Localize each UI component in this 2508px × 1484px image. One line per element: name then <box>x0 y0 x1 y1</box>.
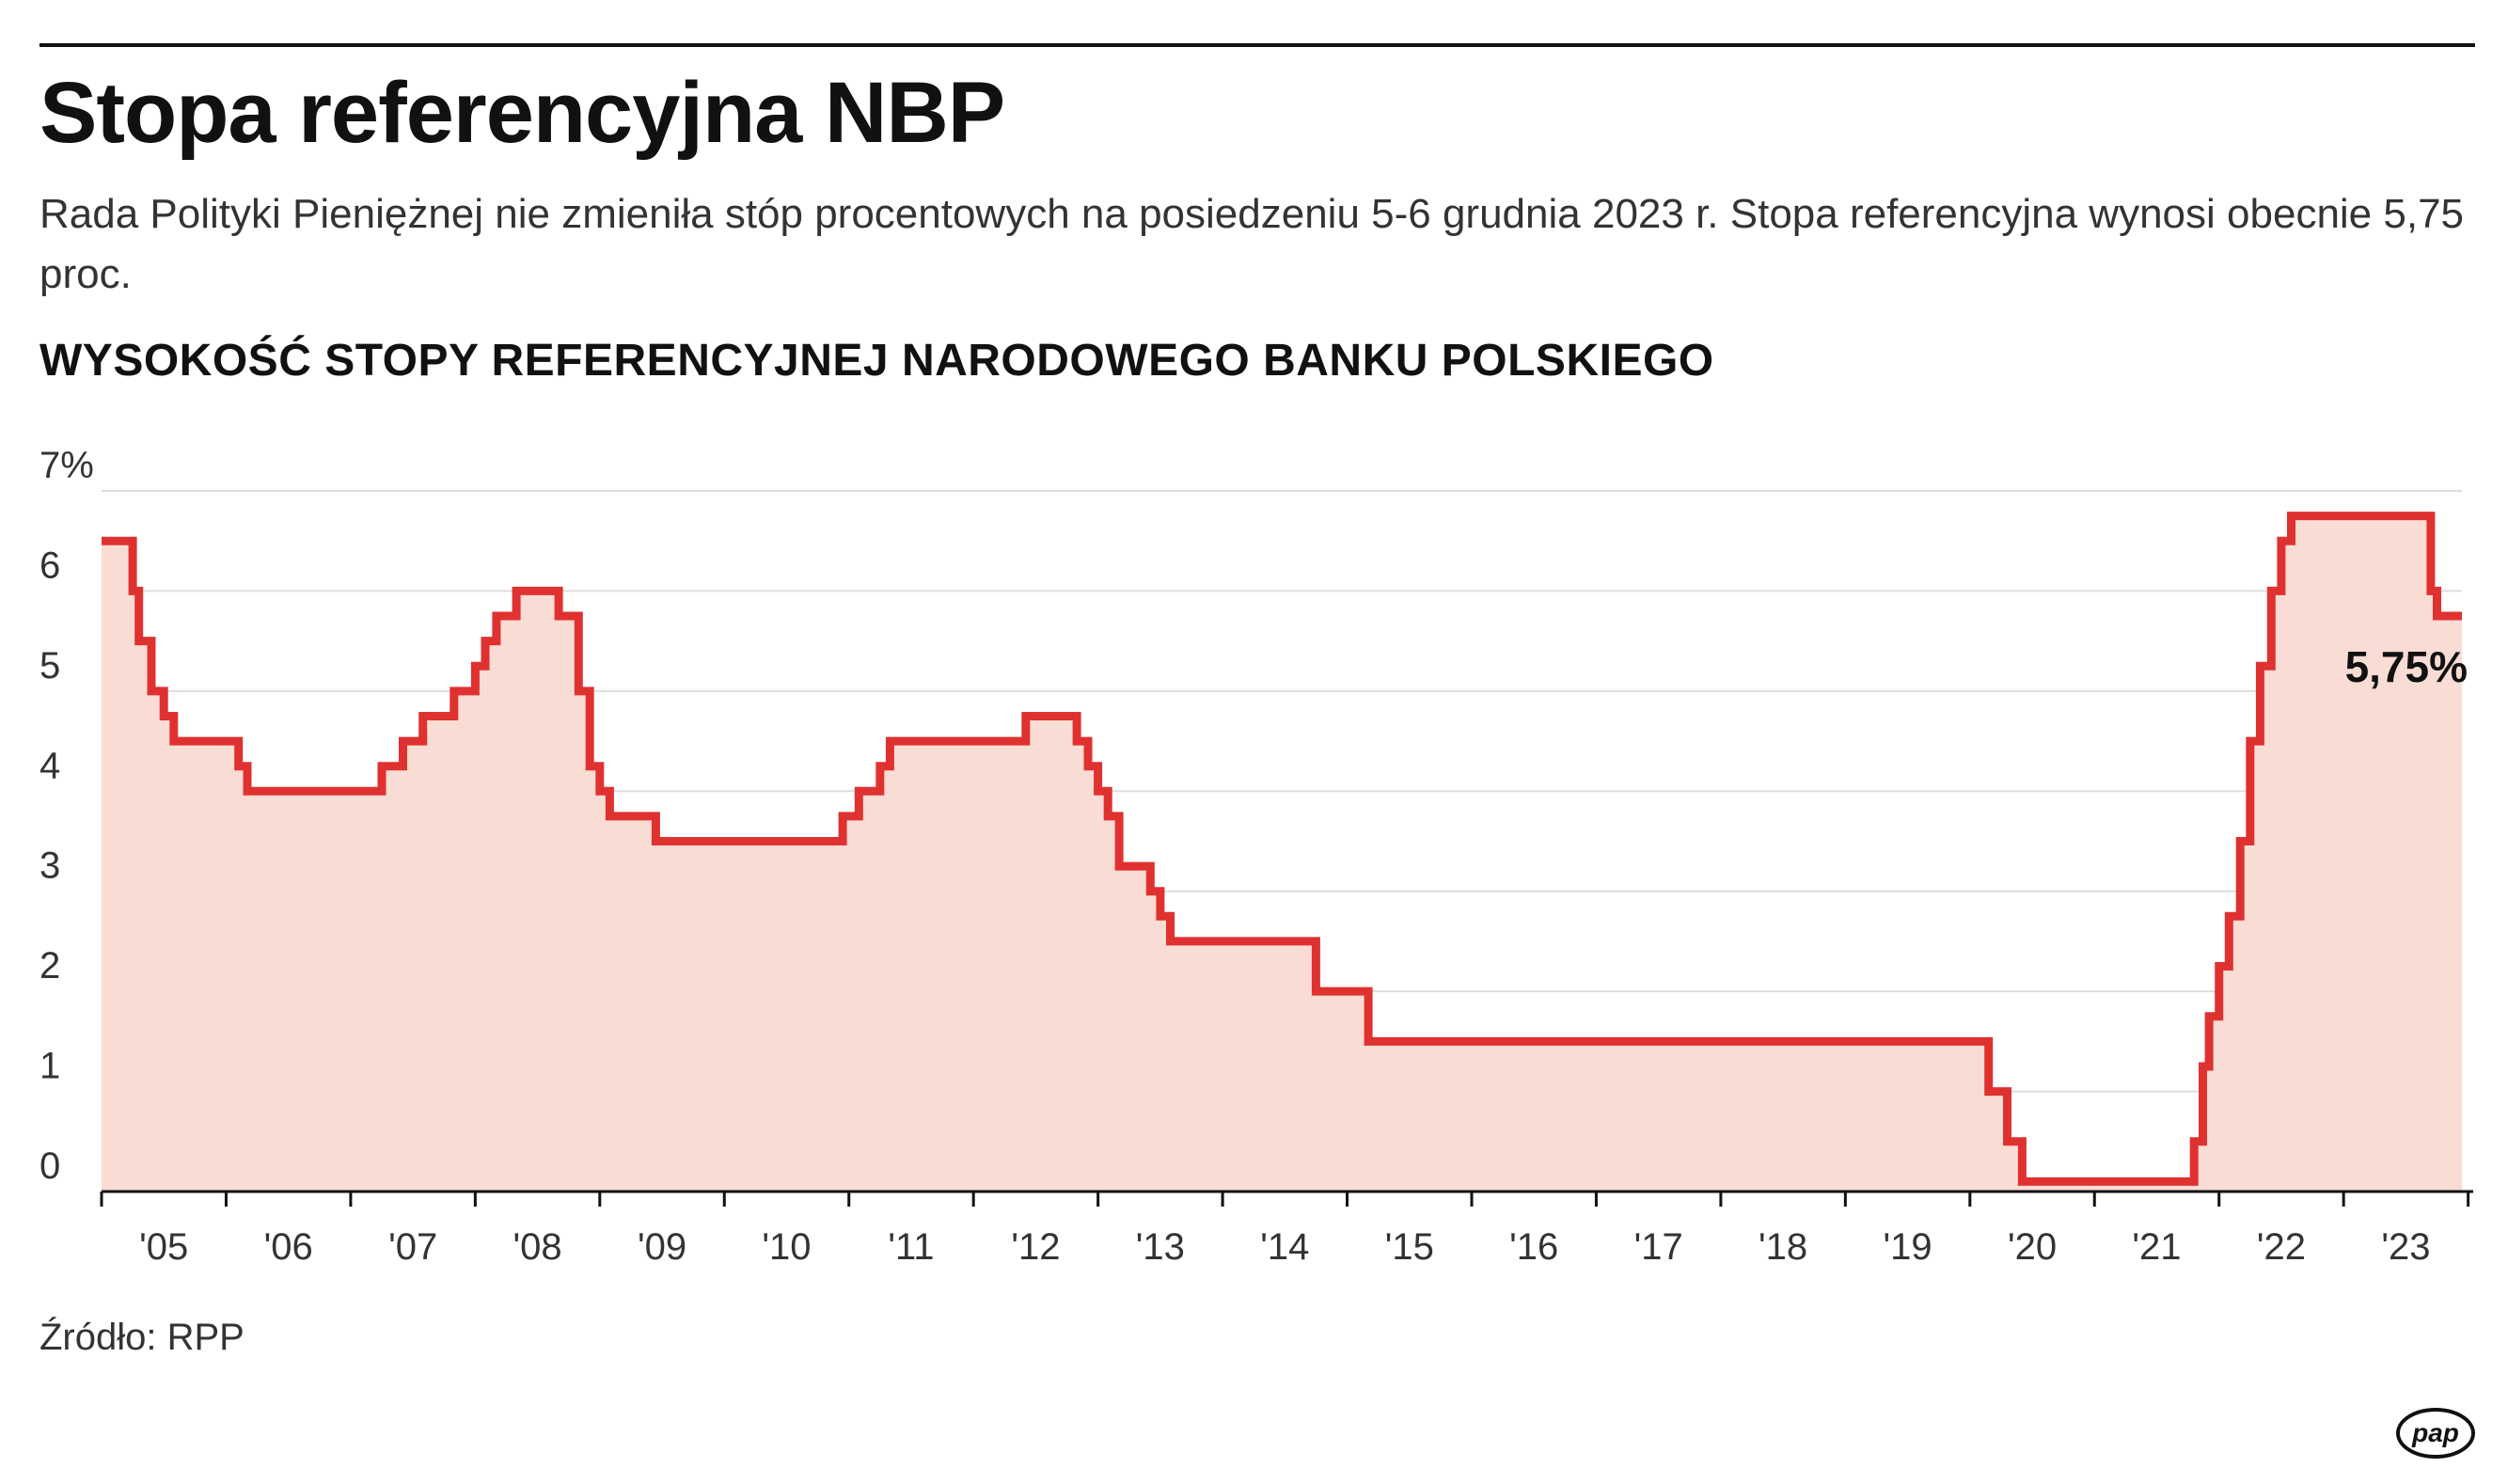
x-tick-label: '19 <box>1884 1226 1932 1268</box>
x-tick-label: '06 <box>264 1226 313 1268</box>
x-tick-label: '23 <box>2381 1226 2430 1268</box>
x-tick-label: '16 <box>1509 1226 1558 1268</box>
x-tick-label: '20 <box>2008 1226 2057 1268</box>
rate-area <box>102 515 2462 1192</box>
page-title: Stopa referencyjna NBP <box>39 65 1005 161</box>
x-tick-label: '05 <box>139 1226 188 1268</box>
x-tick-label: '18 <box>1759 1226 1807 1268</box>
y-tick-label: 3 <box>39 845 60 887</box>
x-axis <box>100 1190 2473 1207</box>
y-tick-label: 2 <box>39 945 60 987</box>
x-axis-labels: '05 '06 '07 '08 '09 '10 '11 '12 '13 '14 '15 '16 '17 '… <box>139 1226 2430 1268</box>
rate-line <box>102 512 2462 1186</box>
x-tick-label: '15 <box>1385 1226 1434 1268</box>
y-tick-label: 4 <box>39 745 60 786</box>
y-axis-labels: 0 1 2 3 4 5 6 7% <box>39 445 94 1187</box>
x-tick-label: '21 <box>2132 1226 2181 1268</box>
pap-logo: pap <box>2396 1408 2475 1459</box>
x-tick-label: '12 <box>1011 1226 1060 1268</box>
chart-title: WYSOKOŚĆ STOPY REFERENCYJNEJ NARODOWEGO … <box>39 336 1714 386</box>
x-tick-label: '22 <box>2257 1226 2306 1268</box>
pap-logo-text: pap <box>2411 1418 2459 1447</box>
source-note: Źródło: RPP <box>39 1317 244 1358</box>
y-tick-label: 7% <box>39 445 94 486</box>
current-rate-label: 5,75% <box>2345 642 2468 691</box>
top-rule <box>39 43 2475 47</box>
x-tick-label: '14 <box>1260 1226 1309 1268</box>
x-tick-label: '09 <box>638 1226 686 1268</box>
x-tick-label: '08 <box>513 1226 562 1268</box>
x-tick-label: '13 <box>1136 1226 1185 1268</box>
rate-chart: 0 1 2 3 4 5 6 7% '05 '06 '07 '08 '09 '10 '11 '12 '13 '14… <box>39 445 2473 1268</box>
x-tick-label: '17 <box>1634 1226 1683 1268</box>
x-tick-label: '11 <box>888 1226 934 1268</box>
x-tick-label: '07 <box>388 1226 437 1268</box>
y-tick-label: 1 <box>39 1046 60 1087</box>
x-tick-label: '10 <box>762 1226 811 1268</box>
y-tick-label: 5 <box>39 645 60 687</box>
y-tick-label: 0 <box>39 1145 60 1187</box>
page-subtitle: Rada Polityki Pieniężnej nie zmieniła st… <box>39 191 2465 297</box>
y-tick-label: 6 <box>39 545 60 586</box>
